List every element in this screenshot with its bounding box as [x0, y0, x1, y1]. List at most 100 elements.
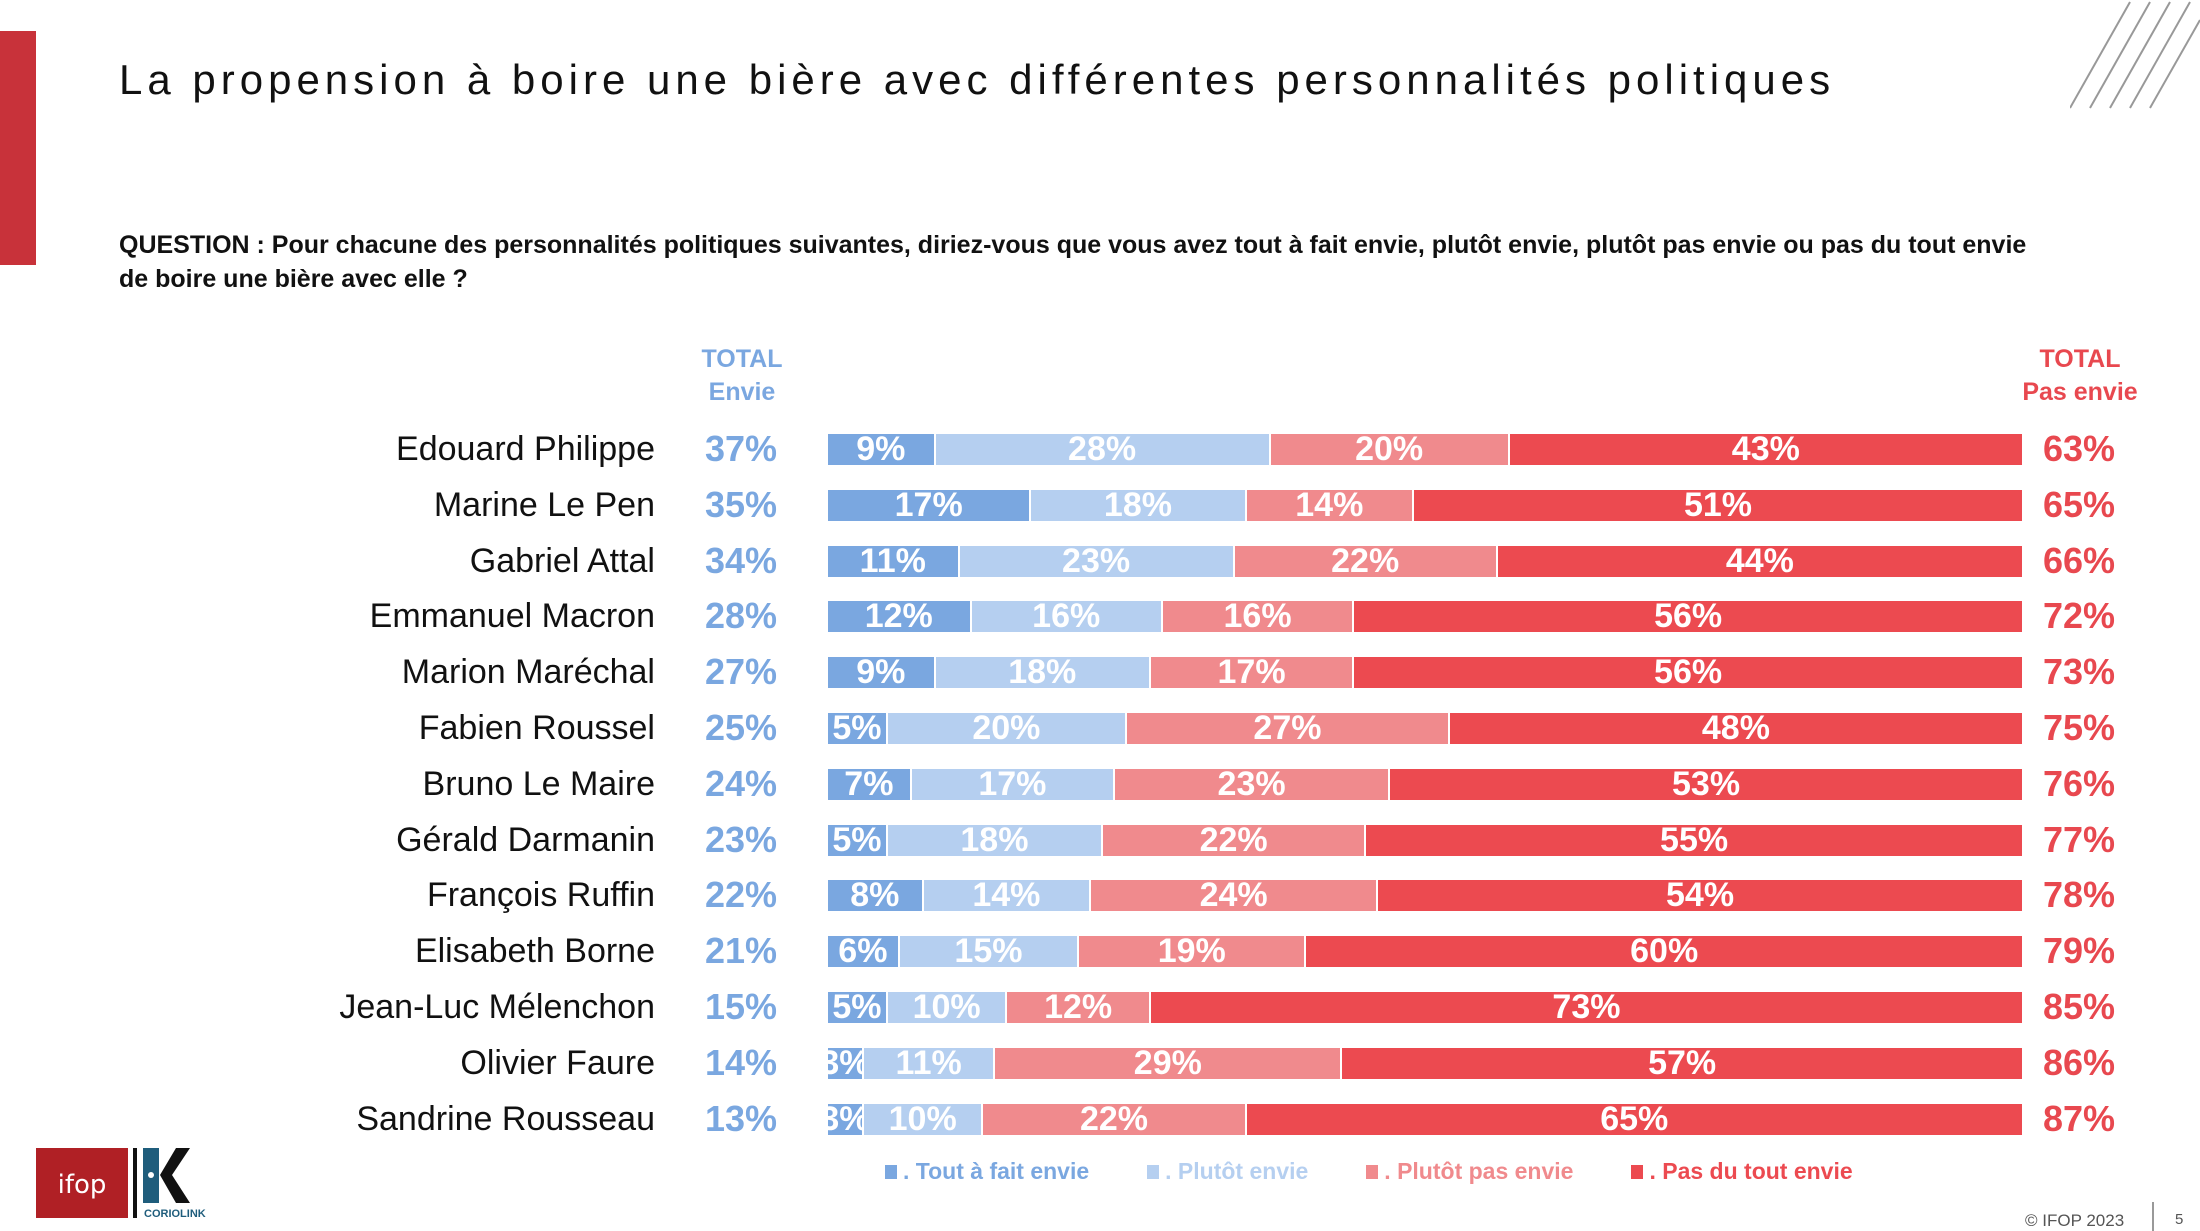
bar-segment: 60% [1306, 932, 2024, 970]
segment-label: 9% [856, 430, 906, 468]
segment-label: 15% [954, 932, 1023, 971]
bar-segment: 20% [1270, 430, 1510, 468]
segment-label: 5% [832, 709, 882, 747]
segment-label: 23% [1062, 541, 1131, 580]
total-pas-envie-header: TOTAL Pas envie [2000, 343, 2160, 409]
page-number: 5 [2175, 1211, 2184, 1228]
category-label: Gérald Darmanin [396, 820, 655, 859]
total-envie-header: TOTAL Envie [680, 343, 804, 409]
total-envie-label: 23% [704, 818, 778, 860]
chart-row: Jean-Luc Mélenchon 15% 5% 10% 12% 73% 85% [0, 987, 2200, 1027]
segment-label: 3% [820, 1099, 870, 1138]
segment-label: 18% [1103, 485, 1172, 524]
bar-segment: 19% [1079, 932, 1307, 970]
chart-row: Emmanuel Macron 28% 12% 16% 16% 56% 72% [0, 596, 2200, 636]
stacked-bar: 5% 18% 22% 55% [828, 821, 2024, 859]
segment-label: 17% [978, 764, 1047, 803]
segment-label: 3% [820, 1043, 870, 1082]
bar-segment: 18% [935, 653, 1151, 691]
diagonal-lines-decoration [2070, 1, 2200, 109]
bar-segment: 5% [828, 821, 888, 859]
svg-text:ifop: ifop [58, 1170, 107, 1200]
bar-segment: 16% [971, 597, 1163, 635]
bar-segment: 15% [899, 932, 1080, 970]
segment-label: 56% [1654, 653, 1723, 692]
category-label: Edouard Philippe [396, 430, 655, 468]
total-envie-label: 34% [704, 539, 778, 581]
category-label: Elisabeth Borne [414, 932, 655, 971]
total-envie-label: 27% [704, 651, 778, 693]
bar-segment: 56% [1354, 597, 2024, 635]
category-label: Bruno Le Maire [422, 764, 655, 803]
segment-label: 20% [1355, 430, 1424, 468]
segment-label: 10% [888, 1099, 957, 1138]
segment-label: 7% [844, 764, 894, 803]
question-text: QUESTION : Pour chacune des personnalité… [119, 231, 2027, 293]
page-title: La propension à boire une bière avec dif… [119, 56, 1836, 103]
total-pas-envie-label: 72% [2042, 595, 2116, 637]
legend-item: . Plutôt envie [1147, 1158, 1308, 1185]
stacked-bar: 5% 20% 27% 48% [828, 709, 2024, 747]
bar-segment: 53% [1390, 765, 2024, 803]
segment-label: 18% [960, 820, 1029, 859]
bar-segment: 11% [828, 542, 960, 580]
chart-row: Edouard Philippe 37% 9% 28% 20% 43% 63% [0, 429, 2200, 469]
bar-segment: 10% [863, 1100, 984, 1138]
segment-label: 22% [1199, 820, 1268, 859]
total-pas-envie-label: 86% [2042, 1041, 2116, 1083]
segment-label: 5% [832, 820, 882, 859]
bar-segment: 29% [995, 1044, 1343, 1082]
bar-segment: 9% [828, 653, 936, 691]
segment-label: 17% [1217, 653, 1286, 692]
bar-segment: 23% [959, 542, 1235, 580]
bar-segment: 73% [1150, 988, 2024, 1026]
bar-segment: 51% [1414, 486, 2024, 524]
legend-label: . Plutôt envie [1165, 1158, 1309, 1184]
total-pas-envie-label: 75% [2042, 707, 2116, 748]
segment-label: 28% [1068, 430, 1137, 468]
bar-segment: 54% [1378, 876, 2024, 914]
bar-segment: 18% [1031, 486, 1247, 524]
legend-label: . Plutôt pas envie [1384, 1158, 1574, 1184]
segment-label: 43% [1731, 430, 1800, 468]
bar-segment: 55% [1366, 821, 2024, 859]
bar-segment: 7% [828, 765, 912, 803]
bar-segment: 5% [828, 988, 888, 1026]
total-envie-label: 15% [704, 986, 778, 1027]
total-envie-label: 14% [704, 1041, 778, 1083]
bar-segment: 22% [1103, 821, 1367, 859]
bar-segment: 23% [1115, 765, 1391, 803]
footer-separator [2152, 1202, 2154, 1231]
total-envie-label: 28% [704, 595, 778, 637]
segment-label: 56% [1654, 597, 1723, 636]
segment-label: 54% [1666, 876, 1735, 915]
segment-label: 22% [1079, 1099, 1149, 1138]
stacked-bar: 5% 10% 12% 73% [828, 988, 2024, 1026]
total-envie-label: 24% [704, 762, 778, 804]
bar-segment: 22% [1234, 542, 1498, 580]
bar-segment: 9% [828, 430, 936, 468]
total-envie-label: 22% [704, 874, 778, 916]
bar-segment: 12% [1007, 988, 1151, 1026]
total-pas-envie-label: 79% [2042, 930, 2116, 972]
total-envie-label: 21% [704, 930, 778, 972]
category-label: François Ruffin [426, 876, 655, 915]
segment-label: 20% [972, 709, 1041, 747]
legend-swatch [885, 1164, 897, 1179]
header-line: Envie [708, 378, 776, 406]
chart-row: Gabriel Attal 34% 11% 23% 22% 44% 66% [0, 539, 2200, 581]
legend-swatch [1631, 1164, 1644, 1179]
chart-row: Marine Le Pen 35% 17% 18% 14% 51% 65% [0, 484, 2200, 525]
segment-label: 9% [856, 653, 906, 692]
bar-segment: 12% [828, 597, 972, 635]
segment-label: 14% [972, 876, 1041, 915]
segment-label: 73% [1552, 988, 1621, 1026]
bar-segment: 24% [1091, 876, 1379, 914]
total-pas-envie-label: 63% [2042, 428, 2116, 469]
legend-label: . Pas du tout envie [1649, 1158, 1853, 1184]
bar-segment: 56% [1354, 653, 2024, 691]
bar-segment: 44% [1497, 542, 2024, 580]
category-label: Jean-Luc Mélenchon [339, 988, 655, 1026]
bar-segment: 6% [828, 932, 900, 970]
segment-label: 27% [1253, 709, 1322, 747]
